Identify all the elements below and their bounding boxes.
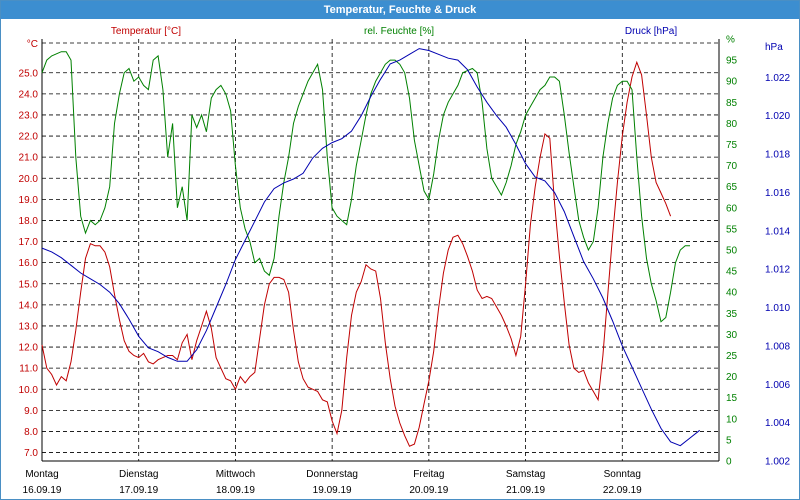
temp-tick-label: 14.0 <box>19 300 39 311</box>
x-date-label: 17.09.19 <box>119 485 158 496</box>
pressure-tick-label: 1.012 <box>765 265 790 276</box>
series-lines <box>41 48 701 447</box>
temp-tick-label: 22.0 <box>19 132 39 143</box>
x-date-label: 16.09.19 <box>23 485 62 496</box>
pressure-tick-label: 1.002 <box>765 457 790 468</box>
pressure-tick-label: 1.008 <box>765 341 790 352</box>
temp-tick-label: 7.0 <box>24 448 38 459</box>
x-date-label: 19.09.19 <box>313 485 352 496</box>
pressure-tick-label: 1.004 <box>765 418 790 429</box>
pressure-tick-label: 1.022 <box>765 73 790 84</box>
grid <box>41 39 720 462</box>
temp-tick-label: 19.0 <box>19 195 39 206</box>
humidity-tick-label: % <box>726 35 735 46</box>
axis-labels: 7.0 8.0 9.0 10.0 11.0 12.0 13.0 14.0 15.0 16.0 17.… <box>19 26 791 496</box>
humidity-tick-label: 40 <box>726 288 738 299</box>
pressure-tick-label: 1.016 <box>765 188 790 199</box>
temp-tick-label: 11.0 <box>19 364 38 375</box>
humidity-tick-label: 30 <box>726 330 738 341</box>
humidity-tick-label: 45 <box>726 267 738 278</box>
temp-tick-label: 23.0 <box>19 110 39 121</box>
pressure-tick-label: 1.006 <box>765 380 790 391</box>
temp-tick-label: 10.0 <box>19 385 39 396</box>
temp-tick-label: 12.0 <box>19 343 39 354</box>
x-day-label: Freitag <box>413 469 444 480</box>
temp-tick-label: 18.0 <box>19 216 39 227</box>
x-day-label: Mittwoch <box>216 469 255 480</box>
pressure-axis-title: Druck [hPa] <box>625 26 677 37</box>
humidity-tick-label: 75 <box>726 140 738 151</box>
humidity-tick-label: 15 <box>726 393 738 404</box>
x-date-label: 21.09.19 <box>506 485 545 496</box>
temp-tick-label: 13.0 <box>19 321 39 332</box>
pressure-tick-label: 1.020 <box>765 111 790 122</box>
x-date-label: 20.09.19 <box>409 485 448 496</box>
humidity-tick-label: 85 <box>726 98 738 109</box>
temp-tick-label: 15.0 <box>19 279 39 290</box>
humidity-tick-label: 20 <box>726 372 738 383</box>
pressure-tick-label: 1.010 <box>765 303 790 314</box>
temp-tick-label: 8.0 <box>24 427 38 438</box>
humidity-tick-label: 95 <box>726 56 738 67</box>
temp-tick-label: 25.0 <box>19 68 39 79</box>
humidity-tick-label: 25 <box>726 351 738 362</box>
humidity-line <box>41 51 690 323</box>
temp-tick-label: 21.0 <box>19 153 39 164</box>
humidity-tick-label: 35 <box>726 309 738 320</box>
x-day-label: Samstag <box>506 469 545 480</box>
humidity-tick-label: 90 <box>726 77 738 88</box>
window-title: Temperatur, Feuchte & Druck <box>1 1 799 19</box>
humidity-tick-label: 0 <box>726 457 732 468</box>
temperature-line <box>41 60 672 447</box>
humidity-tick-label: 60 <box>726 203 738 214</box>
temp-tick-label: 20.0 <box>19 174 39 185</box>
humidity-tick-label: 80 <box>726 119 738 130</box>
temp-tick-label: 17.0 <box>19 237 39 248</box>
humidity-tick-label: 55 <box>726 224 738 235</box>
humidity-axis-title: rel. Feuchte [%] <box>364 26 434 37</box>
humidity-tick-label: 70 <box>726 161 738 172</box>
x-day-label: Montag <box>25 469 58 480</box>
pressure-tick-label: 1.014 <box>765 226 790 237</box>
humidity-tick-label: 5 <box>726 435 732 446</box>
x-day-label: Sonntag <box>604 469 641 480</box>
temp-tick-label: 24.0 <box>19 89 39 100</box>
x-date-label: 18.09.19 <box>216 485 255 496</box>
x-day-label: Dienstag <box>119 469 158 480</box>
temp-axis-title: Temperatur [°C] <box>111 26 181 37</box>
pressure-tick-label: 1.018 <box>765 150 790 161</box>
pressure-unit-label: hPa <box>765 42 783 53</box>
humidity-tick-label: 50 <box>726 246 738 257</box>
pressure-line <box>41 48 701 447</box>
x-date-label: 22.09.19 <box>603 485 642 496</box>
x-day-label: Donnerstag <box>306 469 358 480</box>
temp-tick-label: 16.0 <box>19 258 39 269</box>
humidity-tick-label: 65 <box>726 182 738 193</box>
temp-unit-label: °C <box>27 39 38 50</box>
temp-tick-label: 9.0 <box>24 406 38 417</box>
humidity-tick-label: 10 <box>726 414 738 425</box>
